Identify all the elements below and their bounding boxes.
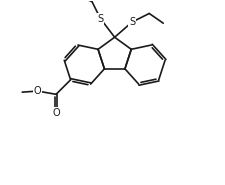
Text: O: O xyxy=(52,108,60,118)
Text: S: S xyxy=(98,14,104,24)
Text: S: S xyxy=(129,17,135,27)
Text: O: O xyxy=(34,86,41,96)
